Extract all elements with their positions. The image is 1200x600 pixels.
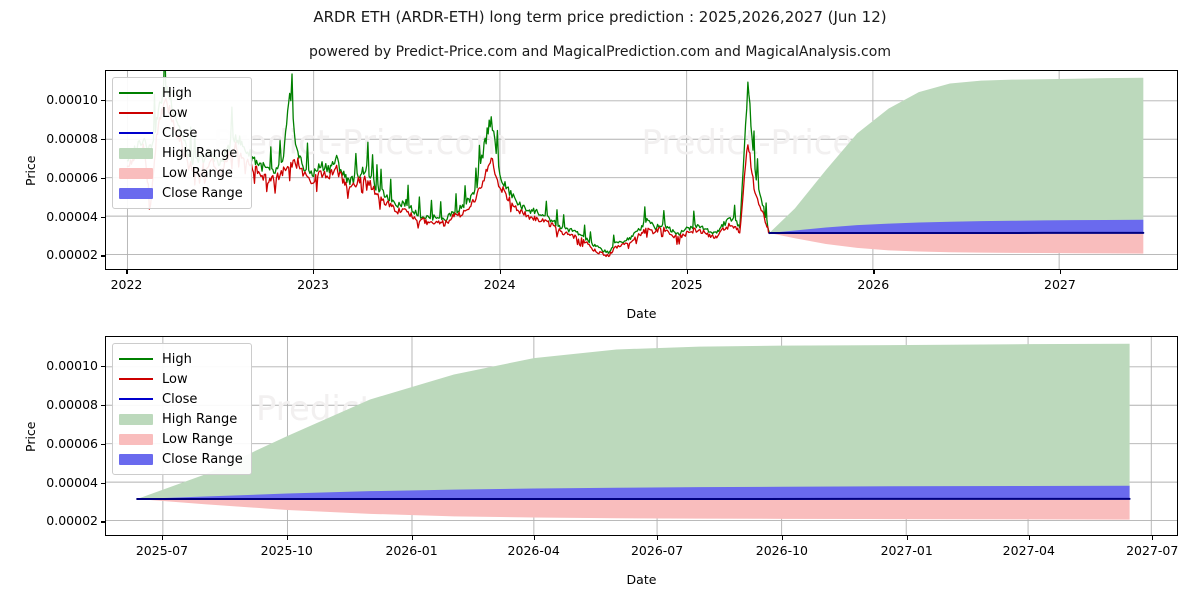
top-chart-legend: High Low Close High Range Low Range Close Ran…	[112, 77, 252, 209]
legend-swatch-line-icon	[119, 353, 153, 365]
bottom-chart-x-tick-label: 2027-07	[1126, 543, 1179, 558]
bottom-chart-y-tick-label: 0.00010	[46, 358, 98, 374]
top-chart-x-tick-label: 2027	[1044, 277, 1076, 292]
bottom-chart-y-tick-label: 0.00004	[46, 474, 98, 490]
top-chart-x-tick-mark	[313, 270, 315, 274]
legend-item-label: Low Range	[162, 431, 233, 447]
legend-swatch-line-icon	[119, 127, 153, 139]
legend-item-label: Close Range	[162, 451, 243, 467]
bottom-chart-x-tick-mark	[533, 536, 535, 540]
chart-subtitle: powered by Predict-Price.com and Magical…	[309, 44, 891, 60]
bottom-chart-x-tick-label: 2025-07	[135, 543, 189, 558]
legend-item-low: Low	[119, 369, 243, 389]
legend-swatch-patch-icon	[119, 453, 153, 465]
bottom-chart-y-tick-mark	[101, 521, 105, 523]
bottom-chart-y-tick-mark	[101, 366, 105, 368]
bottom-chart-x-axis-label: Date	[626, 572, 657, 587]
legend-item-label: Low	[162, 105, 188, 121]
bottom-chart-x-tick-mark	[411, 536, 413, 540]
bottom-chart-y-tick-mark	[101, 404, 105, 407]
bottom-chart-y-tick-mark	[101, 482, 105, 484]
top-chart-x-tick-mark	[873, 270, 875, 274]
top-chart-y-tick-mark	[101, 138, 105, 141]
legend-swatch-patch-icon	[119, 147, 153, 159]
bottom-chart-y-tick-label: 0.00002	[46, 513, 98, 529]
bottom-chart-x-tick-label: 2026-10	[755, 543, 809, 558]
chart-title: ARDR ETH (ARDR-ETH) long term price pred…	[313, 8, 887, 26]
top-chart-x-tick-label: 2022	[110, 277, 143, 292]
top-chart-y-tick-label: 0.00008	[46, 130, 98, 146]
bottom-chart-legend: High Low Close High Range Low Range Close Ran…	[112, 343, 252, 475]
legend-item-label: Low	[162, 371, 188, 387]
bottom-chart-x-tick-mark	[657, 536, 659, 540]
legend-item-low-range: Low Range	[119, 163, 243, 183]
top-chart-x-tick-label: 2026	[857, 277, 890, 292]
top-chart-x-axis-label: Date	[626, 306, 657, 321]
legend-item-high: High	[119, 349, 243, 369]
bottom-chart-x-tick-mark	[906, 536, 908, 540]
legend-swatch-line-icon	[119, 107, 153, 119]
legend-item-label: Close	[162, 125, 198, 141]
legend-item-close-range: Close Range	[119, 449, 243, 469]
top-chart-y-tick-label: 0.00002	[46, 247, 98, 263]
top-chart-x-tick-label: 2023	[297, 277, 329, 292]
top-chart-canvas: Predict-Price.com Predict-Price.com	[106, 71, 1177, 269]
top-chart-y-tick-mark	[101, 100, 105, 102]
bottom-chart-y-tick-mark	[101, 443, 105, 445]
bottom-chart-x-tick-label: 2026-04	[507, 543, 560, 558]
top-chart-x-tick-mark	[686, 270, 688, 274]
top-chart-y-tick-label: 0.00010	[46, 92, 98, 108]
legend-item-low-range: Low Range	[119, 429, 243, 449]
legend-swatch-patch-icon	[119, 167, 153, 179]
legend-item-label: Low Range	[162, 165, 233, 181]
legend-item-high: High	[119, 83, 243, 103]
legend-item-high-range: High Range	[119, 143, 243, 163]
bottom-chart-y-tick-label: 0.00006	[46, 435, 98, 451]
top-chart-y-tick-mark	[101, 177, 105, 179]
top-chart-x-tick-mark	[1059, 270, 1062, 274]
top-chart-y-tick-mark	[101, 216, 105, 218]
legend-item-high-range: High Range	[119, 409, 243, 429]
bottom-chart-x-tick-label: 2027-01	[880, 543, 933, 558]
legend-item-label: High Range	[162, 145, 238, 161]
legend-item-low: Low	[119, 103, 243, 123]
top-chart-x-tick-label: 2024	[483, 277, 516, 292]
legend-swatch-patch-icon	[119, 433, 153, 445]
bottom-chart-x-tick-label: 2025-10	[260, 543, 313, 558]
bottom-chart-x-tick-label: 2027-04	[1002, 543, 1055, 558]
bottom-chart-x-tick-mark	[161, 536, 164, 540]
legend-swatch-patch-icon	[119, 413, 153, 425]
legend-swatch-patch-icon	[119, 187, 153, 199]
top-chart-x-tick-mark	[126, 270, 128, 274]
bottom-chart-x-tick-label: 2026-07	[630, 543, 684, 558]
legend-item-label: High	[162, 351, 192, 367]
top-chart-x-tick-mark	[499, 270, 501, 274]
top-chart-x-tick-label: 2025	[670, 277, 703, 292]
legend-swatch-line-icon	[119, 393, 153, 405]
top-chart-plot-area: Predict-Price.com Predict-Price.com	[105, 70, 1178, 270]
bottom-chart-x-tick-mark	[1152, 536, 1154, 540]
legend-item-close: Close	[119, 123, 243, 143]
bottom-chart-y-tick-label: 0.00008	[46, 396, 98, 412]
bottom-chart-x-tick-mark	[286, 536, 288, 540]
legend-item-close: Close	[119, 389, 243, 409]
legend-item-label: Close	[162, 391, 198, 407]
bottom-chart-x-tick-mark	[781, 536, 784, 540]
svg-text:Predict-Price.com: Predict-Price.com	[213, 123, 508, 162]
legend-item-label: High	[162, 85, 192, 101]
legend-item-label: High Range	[162, 411, 238, 427]
top-chart-y-tick-label: 0.00004	[46, 208, 98, 224]
top-chart-y-tick-label: 0.00006	[46, 169, 98, 185]
legend-item-label: Close Range	[162, 185, 243, 201]
legend-item-close-range: Close Range	[119, 183, 243, 203]
bottom-chart-x-tick-mark	[1028, 536, 1030, 540]
bottom-chart-x-tick-label: 2026-01	[385, 543, 438, 558]
top-chart-y-tick-mark	[101, 255, 105, 257]
legend-swatch-line-icon	[119, 87, 153, 99]
legend-swatch-line-icon	[119, 373, 153, 385]
